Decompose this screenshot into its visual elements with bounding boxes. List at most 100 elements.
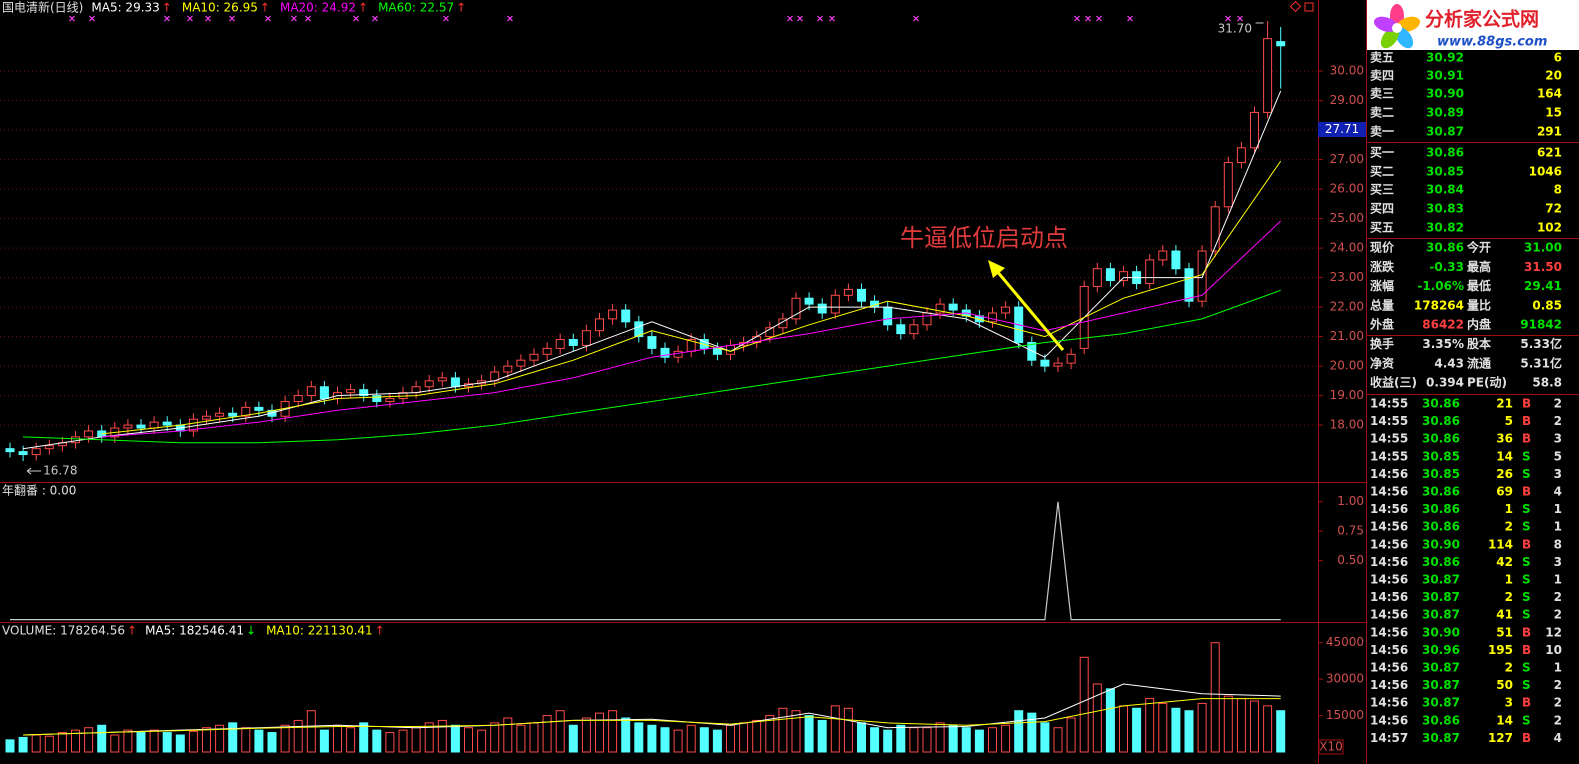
volume-bar xyxy=(830,705,840,753)
candle-body xyxy=(529,353,539,361)
candle-body xyxy=(1223,162,1233,208)
trade-count: 1 xyxy=(1554,661,1562,675)
candle-body xyxy=(254,406,264,411)
trade-side: S xyxy=(1522,661,1531,675)
candle-body xyxy=(1197,250,1207,302)
stat-label: 涨幅 xyxy=(1370,278,1394,293)
book-volume: 164 xyxy=(1537,87,1562,101)
signal-marker xyxy=(353,15,359,22)
candle-body xyxy=(319,386,329,400)
trade-count: 4 xyxy=(1554,485,1562,499)
trade-time: 14:56 xyxy=(1370,608,1408,622)
high-label: 31.70 xyxy=(1218,21,1252,35)
stat-label: 最高 xyxy=(1467,259,1491,274)
volume-bar xyxy=(97,724,107,753)
volume-bar xyxy=(1040,722,1050,753)
trade-price: 30.86 xyxy=(1422,397,1460,411)
candle-body xyxy=(555,339,565,349)
trade-price: 30.85 xyxy=(1422,467,1460,481)
volume-bar xyxy=(817,719,827,753)
candle-body xyxy=(424,380,434,388)
stat-value: 31.00 xyxy=(1524,241,1562,255)
corner-icon[interactable] xyxy=(1289,0,1302,13)
panel-title: 国电清新(日线) xyxy=(2,0,83,15)
volume-bar xyxy=(162,732,172,753)
stat-value: 29.41 xyxy=(1524,279,1562,293)
candle-body xyxy=(673,350,683,358)
volume-bar xyxy=(293,719,303,753)
volume-bar xyxy=(477,729,487,753)
volume-bar xyxy=(44,735,54,753)
volume-bar xyxy=(673,729,683,753)
logo-petal xyxy=(1373,16,1398,32)
volume-bar xyxy=(1276,710,1286,753)
trade-time: 14:57 xyxy=(1370,731,1408,745)
trade-side: B xyxy=(1522,731,1531,745)
trend-arrow: ↑ xyxy=(260,1,270,15)
signal-marker xyxy=(187,15,193,22)
volume-bar xyxy=(1105,688,1115,753)
candle-body xyxy=(1040,359,1050,367)
trade-price: 30.86 xyxy=(1422,713,1460,727)
candle-body xyxy=(18,451,28,456)
candle-body xyxy=(634,321,644,338)
trade-volume: 195 xyxy=(1488,643,1513,657)
volume-bar xyxy=(935,722,945,753)
corner-icon[interactable] xyxy=(1304,2,1314,12)
volume-bar xyxy=(228,722,238,753)
stat-label: 流通 xyxy=(1467,355,1491,370)
book-price: 30.83 xyxy=(1426,202,1464,216)
volume-bar xyxy=(306,710,316,753)
trade-price: 30.86 xyxy=(1422,520,1460,534)
trade-price: 30.87 xyxy=(1422,696,1460,710)
volume-bar xyxy=(712,729,722,753)
trade-price: 30.87 xyxy=(1422,590,1460,604)
volume-bar xyxy=(1014,710,1024,753)
stat-label: 现价 xyxy=(1370,241,1395,255)
volume-bar xyxy=(765,715,775,753)
panel-title: VOLUME: 178264.56 xyxy=(2,624,125,638)
signal-marker xyxy=(817,15,823,22)
volume-bar xyxy=(555,710,565,753)
trade-count: 8 xyxy=(1554,537,1562,551)
trade-volume: 3 xyxy=(1505,696,1513,710)
volume-bar xyxy=(411,727,421,753)
trade-volume: 26 xyxy=(1496,467,1513,481)
trade-count: 10 xyxy=(1545,643,1562,657)
trade-price: 30.86 xyxy=(1422,432,1460,446)
volume-bar xyxy=(437,719,447,753)
trade-count: 2 xyxy=(1554,713,1562,727)
candle-body xyxy=(149,421,159,429)
stat-value: 4.43 xyxy=(1434,356,1464,370)
volume-bar xyxy=(123,729,133,753)
candle-body xyxy=(437,377,447,382)
volume-bar xyxy=(974,729,984,753)
trade-time: 14:56 xyxy=(1370,467,1408,481)
trend-arrow: ↑ xyxy=(162,1,172,15)
trade-side: S xyxy=(1522,678,1531,692)
signal-marker xyxy=(265,15,271,22)
candle-body xyxy=(765,327,775,338)
book-label: 买三 xyxy=(1370,183,1394,197)
signal-marker xyxy=(89,15,95,22)
legend-entry: MA60: 22.57 xyxy=(378,1,454,15)
stat-label: 收益(三) xyxy=(1370,375,1417,390)
volume-bar xyxy=(870,727,880,753)
trade-time: 14:56 xyxy=(1370,485,1408,499)
volume-bar xyxy=(1236,698,1246,753)
candle-body xyxy=(1158,250,1168,261)
trade-price: 30.90 xyxy=(1422,625,1460,639)
y-tick-label: 25.00 xyxy=(1330,211,1364,225)
trade-time: 14:55 xyxy=(1370,449,1408,463)
book-volume: 102 xyxy=(1537,221,1562,235)
y-tick-label: 23.00 xyxy=(1330,270,1364,284)
trade-count: 1 xyxy=(1554,502,1562,516)
signal-marker xyxy=(69,15,75,22)
y-tick-label: 24.00 xyxy=(1330,241,1364,255)
book-label: 买一 xyxy=(1370,146,1394,160)
trade-price: 30.86 xyxy=(1422,485,1460,499)
logo-url: www.88gs.com xyxy=(1437,35,1547,50)
volume-bar xyxy=(57,732,67,753)
trade-count: 4 xyxy=(1554,731,1562,745)
